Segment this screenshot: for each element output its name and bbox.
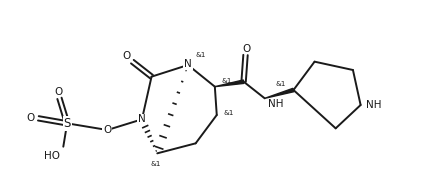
Text: S: S [63, 117, 71, 130]
Text: O: O [54, 87, 62, 97]
Text: NH: NH [268, 99, 283, 109]
Text: N: N [138, 114, 146, 124]
Text: &1: &1 [150, 161, 160, 167]
Text: &1: &1 [224, 110, 234, 116]
Text: NH: NH [365, 100, 381, 110]
Polygon shape [265, 88, 294, 98]
Text: N: N [184, 59, 192, 69]
Text: O: O [122, 51, 130, 61]
Text: HO: HO [44, 151, 60, 161]
Text: &1: &1 [196, 52, 206, 58]
Polygon shape [215, 80, 244, 87]
Text: &1: &1 [222, 78, 232, 84]
Text: O: O [103, 125, 111, 135]
Text: O: O [26, 113, 34, 123]
Text: &1: &1 [275, 81, 285, 87]
Text: O: O [242, 44, 251, 54]
